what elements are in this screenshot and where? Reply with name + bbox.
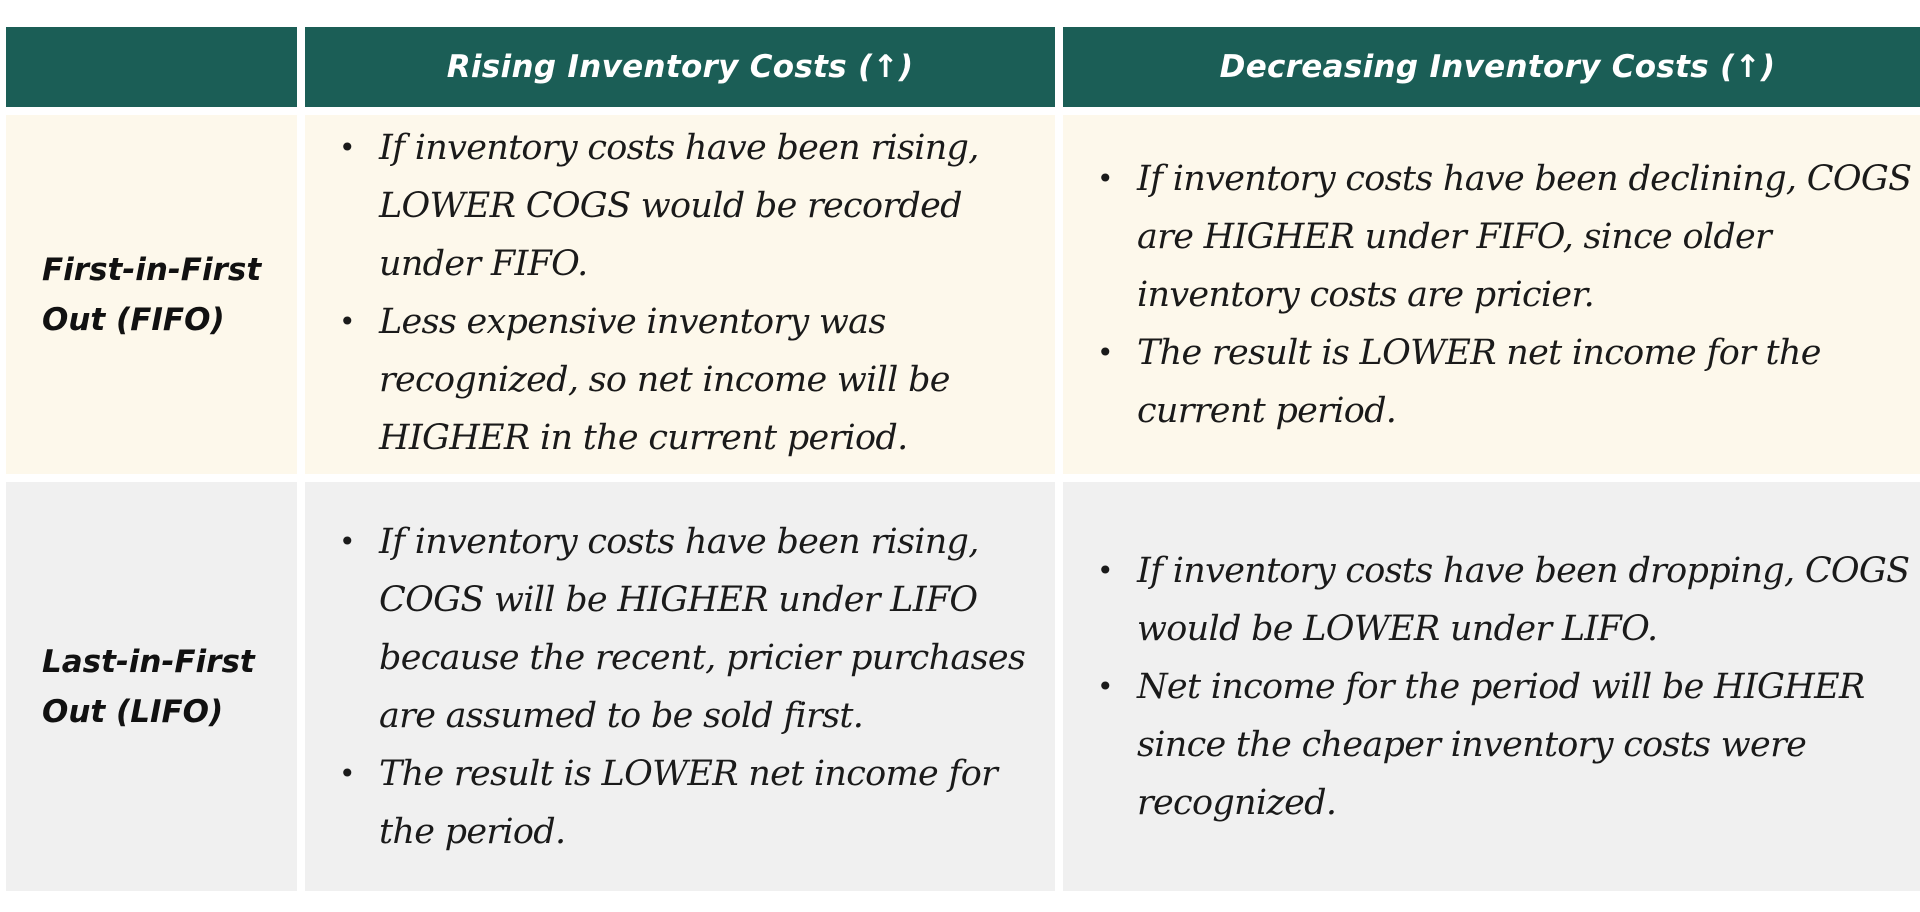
bullet-icon: • <box>339 524 356 558</box>
row-label-lifo: Last-in-First Out (LIFO) <box>6 482 297 891</box>
bullet-text: If inventory costs have been dropping, C… <box>1137 550 1910 649</box>
bullet-text: If inventory costs have been rising, LOW… <box>379 127 979 284</box>
row-label-fifo-line2: Out (FIFO) <box>42 301 225 338</box>
bullet-list: • If inventory costs have been rising, LO… <box>339 123 1041 467</box>
row-label-fifo-line1: First-in-First <box>42 251 262 288</box>
bullet-text: The result is LOWER net income for the c… <box>1137 332 1821 431</box>
bullet-icon: • <box>1097 669 1114 703</box>
header-corner-cell <box>6 27 297 107</box>
bullet-text: Less expensive inventory was recognized,… <box>379 301 950 458</box>
bullet-icon: • <box>1097 335 1114 369</box>
list-item: • If inventory costs have been dropping, … <box>1097 542 1920 658</box>
comparison-table: Rising Inventory Costs (↑) Decreasing In… <box>6 27 1920 891</box>
bullet-text: Net income for the period will be HIGHER… <box>1137 666 1865 823</box>
cell-lifo-rising: • If inventory costs have been rising, CO… <box>305 482 1055 891</box>
bullet-list: • If inventory costs have been dropping, … <box>1097 542 1920 832</box>
bullet-icon: • <box>339 130 356 164</box>
bullet-icon: • <box>339 304 356 338</box>
row-label-fifo: First-in-First Out (FIFO) <box>6 115 297 474</box>
bullet-icon: • <box>339 756 356 790</box>
bullet-icon: • <box>1097 161 1114 195</box>
cell-lifo-decreasing: • If inventory costs have been dropping, … <box>1063 482 1920 891</box>
list-item: • If inventory costs have been declining,… <box>1097 150 1920 324</box>
list-item: • The result is LOWER net income for the … <box>339 745 1041 861</box>
bullet-list: • If inventory costs have been declining,… <box>1097 150 1920 440</box>
bullet-icon: • <box>1097 553 1114 587</box>
cell-fifo-decreasing: • If inventory costs have been declining,… <box>1063 115 1920 474</box>
list-item: • The result is LOWER net income for the … <box>1097 324 1920 440</box>
bullet-text: If inventory costs have been declining, … <box>1137 158 1912 315</box>
bullet-list: • If inventory costs have been rising, CO… <box>339 513 1041 861</box>
row-label-lifo-line1: Last-in-First <box>42 643 255 680</box>
cell-fifo-rising: • If inventory costs have been rising, LO… <box>305 115 1055 474</box>
header-rising-costs: Rising Inventory Costs (↑) <box>305 27 1055 107</box>
bullet-text: The result is LOWER net income for the p… <box>379 753 998 852</box>
list-item: • Less expensive inventory was recognized… <box>339 293 1041 467</box>
row-label-lifo-line2: Out (LIFO) <box>42 693 224 730</box>
bullet-text: If inventory costs have been rising, COG… <box>379 521 1026 736</box>
list-item: • If inventory costs have been rising, CO… <box>339 513 1041 745</box>
list-item: • If inventory costs have been rising, LO… <box>339 119 1041 293</box>
header-decreasing-costs: Decreasing Inventory Costs (↑) <box>1063 27 1920 107</box>
list-item: • Net income for the period will be HIGHE… <box>1097 658 1920 832</box>
